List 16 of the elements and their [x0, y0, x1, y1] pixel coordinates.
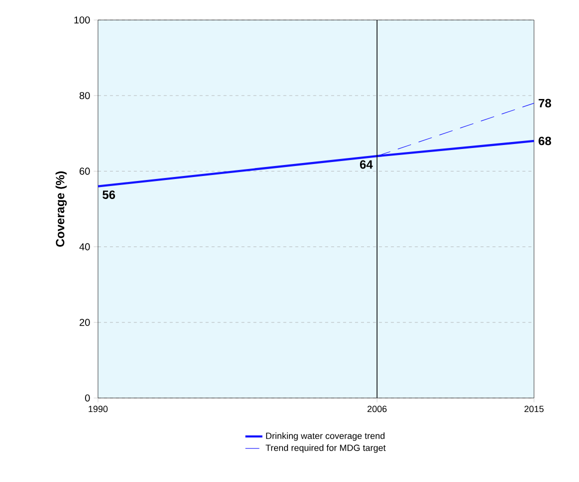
y-tick-label: 100 [74, 16, 90, 24]
y-axis-title: Coverage (%) [56, 171, 67, 247]
data-label: 64 [360, 160, 373, 169]
y-tick-label: 20 [80, 318, 90, 326]
data-label: 68 [538, 136, 552, 146]
x-tick-label: 2015 [524, 406, 544, 412]
x-tick-label: 1990 [88, 406, 108, 412]
x-tick-label: 2006 [368, 406, 387, 412]
y-tick-label: 0 [85, 394, 90, 402]
data-label: 78 [538, 98, 552, 108]
data-label: 56 [102, 190, 116, 199]
y-tick-label: 60 [80, 168, 90, 175]
y-tick-label: 40 [79, 243, 90, 250]
y-tick-label: 80 [80, 92, 90, 100]
legend-label: Drinking water coverage trend [266, 432, 384, 441]
legend-label: Trend required for MDG target [266, 444, 386, 453]
